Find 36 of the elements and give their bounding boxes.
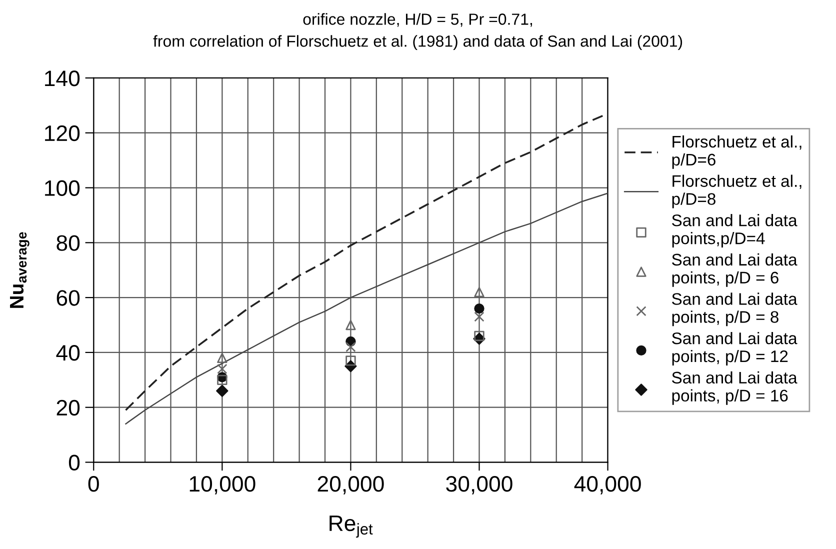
y-tick-label: 140: [45, 70, 80, 86]
y-axis-title: Nu$_{average}$: [10, 232, 30, 308]
legend-label: San and Lai data points, p/D = 12: [672, 332, 798, 366]
x-axis-title: Re$_{jet}$: [330, 516, 373, 538]
x-tick-label: 0: [88, 476, 99, 492]
point: [474, 286, 484, 298]
y-tick-label: 80: [56, 235, 80, 251]
y-tick-label: 40: [56, 344, 80, 361]
y-tick-label: 60: [56, 290, 80, 306]
point: [474, 312, 484, 322]
legend-label: San and Lai data points, p/D = 6: [672, 253, 798, 287]
legend-label: San and Lai data points,p/D=4: [672, 214, 798, 248]
line-series: [125, 192, 608, 424]
legend-label: San and Lai data points, p/D = 16: [672, 371, 798, 405]
chart-title: orifice nozzle, H/D = 5, Pr =0.71,: [303, 13, 532, 27]
legend-label: Florschuetz et al., p/D=8: [672, 174, 802, 208]
y-tick-label: 120: [45, 125, 80, 142]
x-tick-label: 40,000: [574, 476, 641, 494]
legend-label: San and Lai data points, p/D = 8: [672, 292, 798, 326]
point: [216, 384, 228, 397]
y-tick-label: 20: [56, 400, 80, 416]
point: [217, 374, 228, 385]
chart-subtitle: from correlation of Florschuetz et al. (1981) and data of San and Lai (2001): [153, 35, 682, 50]
x-tick-label: 30,000: [446, 476, 512, 494]
y-tick-label: 0: [68, 454, 80, 471]
y-tick-label: 100: [45, 180, 80, 196]
x-tick-label: 10,000: [190, 476, 256, 494]
point: [346, 356, 356, 366]
x-tick-label: 20,000: [318, 476, 384, 494]
point: [217, 364, 228, 374]
point: [217, 352, 228, 364]
point: [474, 303, 484, 314]
point: [346, 342, 356, 352]
legend-label: Florschuetz et al., p/D=6: [672, 135, 802, 169]
point: [474, 330, 484, 342]
point: [346, 320, 356, 330]
